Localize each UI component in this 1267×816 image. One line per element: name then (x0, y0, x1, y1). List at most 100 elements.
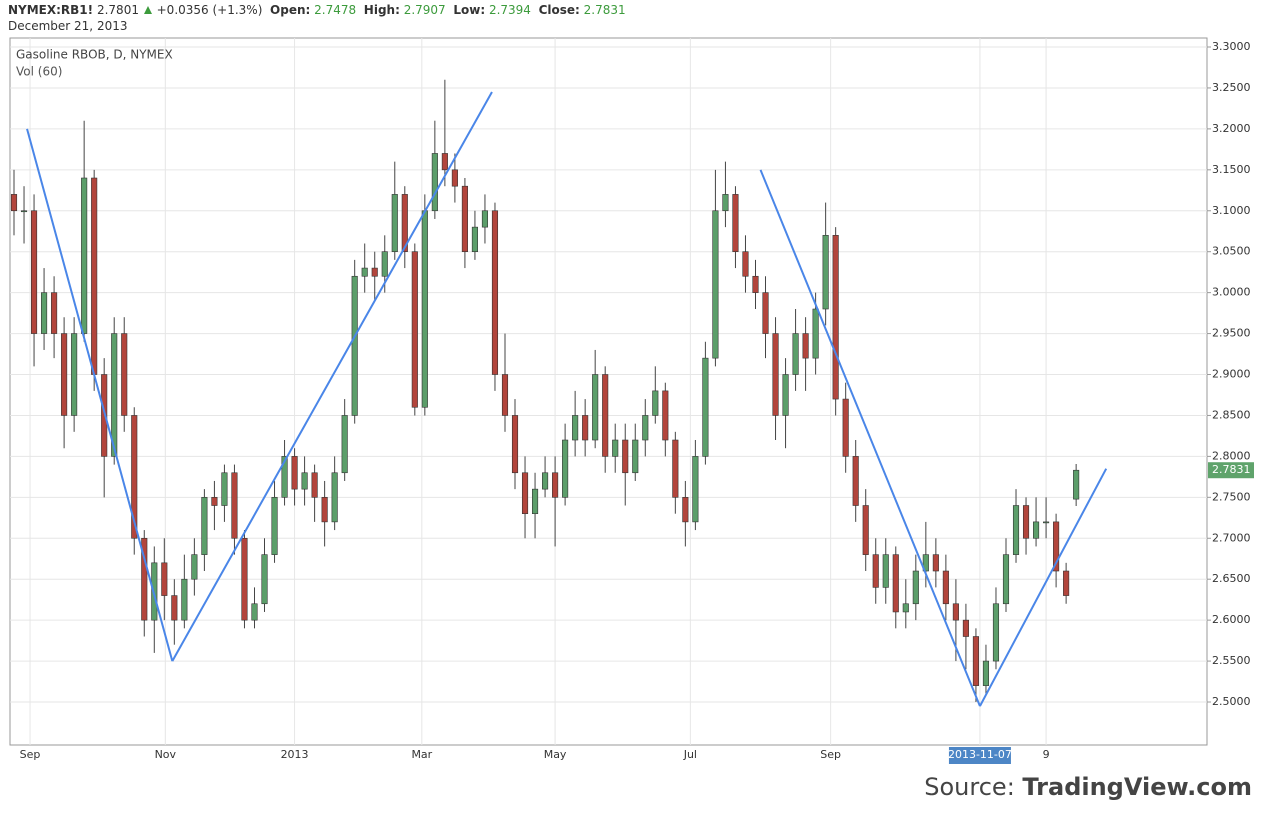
y-tick-label: 3.2500 (1212, 81, 1251, 94)
candle-body (582, 415, 589, 441)
candle-body (191, 554, 198, 580)
candle-body (572, 415, 579, 441)
candle-body (792, 333, 799, 375)
candle-body (842, 398, 849, 457)
candle-body (662, 390, 669, 441)
candle-body (471, 226, 478, 252)
last-price-label: 2.7831 (1212, 463, 1251, 476)
x-tick-label: 2013-11-07 (948, 748, 1012, 761)
candle-body (822, 235, 829, 310)
candle-body (1002, 554, 1010, 605)
candle-body (30, 210, 38, 334)
source-site: TradingView.com (1022, 773, 1252, 801)
candle-body (10, 194, 18, 212)
x-tick-label: 9 (1043, 748, 1050, 761)
candle-body (652, 390, 659, 416)
high-label: High: (363, 3, 400, 17)
plot-frame (9, 37, 1208, 746)
y-tick-label: 2.8500 (1212, 408, 1251, 421)
candle-body (121, 333, 128, 416)
up-arrow (143, 6, 152, 14)
candle-body (672, 439, 679, 498)
x-tick-label: Nov (155, 748, 177, 761)
candle-body (201, 497, 208, 555)
candle-body (1053, 521, 1060, 572)
candle-body (531, 488, 539, 515)
trendline (26, 128, 174, 662)
x-label-highlight (948, 747, 1011, 764)
candle-body (692, 456, 699, 523)
symbol: NYMEX:RB1! (8, 3, 94, 17)
candle-body (421, 210, 428, 408)
high-value: 2.7907 (403, 3, 446, 17)
source-prefix: Source: (924, 773, 1015, 801)
candle-body (281, 456, 288, 498)
candle-body (341, 415, 348, 474)
trendline (759, 169, 981, 707)
candle-body (441, 153, 448, 171)
y-tick-label: 3.2000 (1212, 122, 1251, 135)
candle-body (952, 603, 959, 621)
candle-body (481, 210, 489, 228)
candle-body (752, 275, 759, 293)
source: Source: TradingView.com (924, 773, 1252, 801)
candle-body (932, 554, 939, 572)
candle-body (141, 537, 148, 621)
candle-body (922, 554, 929, 572)
chart-subtitle: Vol (60) (16, 65, 62, 79)
candle-body (702, 357, 709, 457)
candle-body (802, 333, 809, 359)
candle-body (20, 210, 28, 213)
open-label: Open: (270, 3, 311, 17)
candle-body (371, 267, 378, 277)
x-tick-label: Sep (20, 748, 41, 761)
close-label: Close: (538, 3, 580, 17)
candle-body (972, 636, 979, 686)
candle-body (181, 578, 188, 621)
low-label: Low: (453, 3, 486, 17)
y-tick-label: 2.9000 (1212, 368, 1251, 381)
header: NYMEX:RB1! 2.7801 +0.0356 (+1.3%) Open: … (8, 2, 626, 34)
change: +0.0356 (+1.3%) (156, 3, 263, 17)
y-tick-label: 2.5500 (1212, 654, 1251, 667)
candle-body (41, 292, 48, 334)
candle-body (622, 439, 629, 474)
candle-body (381, 251, 388, 277)
x-tick-label: May (544, 748, 567, 761)
candle-body (812, 308, 819, 359)
candle-body (321, 497, 328, 523)
candle-body (251, 603, 258, 621)
y-tick-label: 2.6500 (1212, 572, 1251, 585)
y-tick-label: 3.0500 (1212, 245, 1251, 258)
candle-body (271, 497, 278, 555)
candle-body (81, 177, 88, 334)
quote-row: NYMEX:RB1! 2.7801 +0.0356 (+1.3%) Open: … (8, 2, 626, 18)
x-tick-label: Mar (411, 748, 432, 761)
y-tick-label: 3.1000 (1212, 204, 1251, 217)
candle-body (1063, 570, 1070, 596)
x-tick-label: 2013 (281, 748, 309, 761)
candle-body (211, 497, 218, 506)
candle-body (1033, 521, 1040, 539)
candle-body (91, 177, 98, 375)
candle-body (171, 595, 178, 621)
candle-body (962, 619, 969, 637)
candle-body (411, 251, 418, 408)
candle-body (912, 570, 919, 605)
candle-body (872, 554, 879, 588)
candle-body (682, 497, 689, 523)
candle-body (131, 415, 138, 539)
candle-body (361, 267, 368, 277)
y-tick-label: 3.1500 (1212, 163, 1251, 176)
candle-body (301, 472, 308, 490)
candle-body (231, 472, 238, 539)
candle-body (451, 169, 458, 187)
trendline (171, 91, 493, 662)
candle-body (331, 472, 338, 523)
candle-body (892, 554, 899, 613)
last-price-box (1208, 462, 1254, 479)
candle-body (602, 374, 609, 457)
low-value: 2.7394 (488, 3, 531, 17)
y-tick-label: 2.6000 (1212, 613, 1251, 626)
